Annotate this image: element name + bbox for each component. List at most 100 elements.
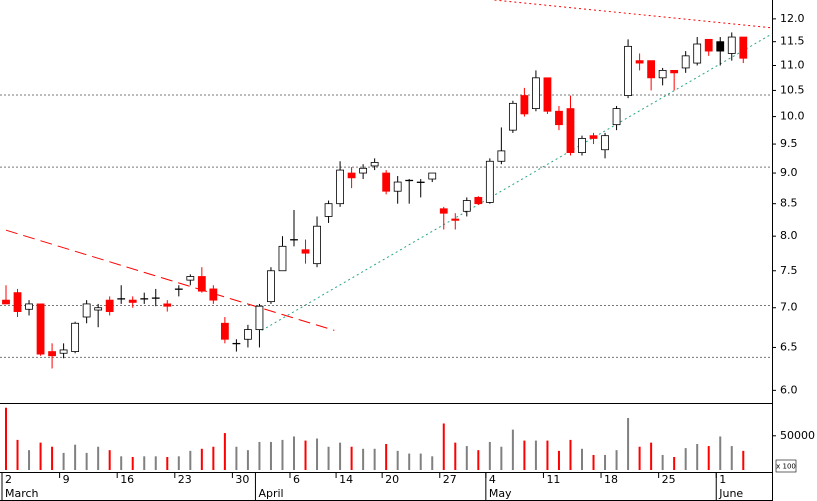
candle-body [716, 41, 725, 52]
volume-bar [396, 450, 399, 470]
candle-body [658, 69, 667, 79]
volume-bar [246, 450, 249, 470]
volume-bar [707, 446, 710, 470]
x-tick-label: 2 [5, 473, 12, 486]
volume-bar [85, 452, 88, 470]
volume-bar [51, 446, 54, 470]
volume-bar [673, 457, 676, 470]
candle-body [255, 305, 264, 331]
volume-bar [373, 448, 376, 470]
candle-body [278, 245, 287, 272]
x-tick-label: 4 [489, 473, 496, 486]
volume-bar [419, 453, 422, 470]
candle-body [13, 292, 22, 312]
volume-bar [316, 438, 319, 470]
candle-body [439, 208, 448, 214]
candle-body [462, 200, 471, 212]
volume-bar [534, 440, 537, 470]
volume-bar [557, 450, 560, 470]
month-label: June [718, 487, 743, 500]
candle-body [416, 181, 425, 183]
candle-body [174, 288, 183, 290]
candle-body [451, 218, 460, 221]
x-tick-label: 20 [385, 473, 399, 486]
x-tick-label: 14 [339, 473, 353, 486]
volume-bar [281, 439, 284, 470]
volume-bar [339, 442, 342, 470]
month-label: March [5, 487, 39, 500]
candle-body [727, 36, 736, 54]
volume-bar [350, 446, 353, 470]
candle-body [670, 69, 679, 74]
candle-body [82, 303, 91, 318]
volume-bar [615, 450, 618, 470]
volume-bar [730, 446, 733, 470]
volume-bar [442, 423, 445, 470]
candle-body [220, 322, 229, 340]
candle-body [336, 169, 344, 205]
candle-body [555, 110, 563, 126]
candle-body [485, 160, 494, 203]
candle-body [693, 43, 702, 64]
candle-body [267, 270, 275, 303]
volume-bar [200, 448, 203, 470]
candle-body [359, 167, 368, 174]
candle-body [704, 38, 713, 52]
volume-bar [684, 448, 687, 470]
x-tick-label: 6 [293, 473, 300, 486]
volume-bar [154, 456, 157, 470]
y-tick-label: 8.0 [780, 229, 798, 242]
candle-body [232, 342, 241, 345]
candle-body [25, 303, 33, 310]
y-tick-label: 6.0 [780, 383, 798, 396]
candle-body [313, 225, 321, 265]
candle-body [151, 297, 160, 299]
volume-bar [143, 456, 146, 470]
volume-bar [177, 456, 180, 470]
candle-body [543, 77, 552, 112]
x-tick-label: 1 [719, 473, 726, 486]
candle-body [624, 45, 632, 96]
candle-body [244, 329, 252, 340]
candle-body [508, 102, 517, 131]
candle-body [140, 298, 149, 300]
candle-body [578, 138, 586, 153]
x-tick-label: 9 [63, 473, 70, 486]
trend-line [5, 229, 335, 331]
candle-body [2, 299, 10, 305]
volume-bar [108, 450, 111, 470]
candle-body [301, 249, 310, 254]
volume-bar [269, 441, 272, 470]
candle-body [635, 60, 644, 64]
candle-body [739, 36, 748, 59]
volume-bar [74, 444, 77, 470]
volume-bar [581, 448, 583, 470]
candle-body [647, 60, 656, 79]
volume-bar [696, 444, 699, 470]
y-tick-label: 8.5 [780, 197, 798, 210]
y-tick-label: 7.0 [780, 301, 798, 314]
volume-bar [523, 440, 526, 470]
volume-bar [650, 442, 653, 470]
candle-body [59, 349, 68, 354]
candle-body [94, 307, 103, 311]
volume-unit: x 100 [776, 463, 796, 471]
candle-body [405, 179, 414, 182]
volume-bar [511, 429, 514, 470]
trend-line [261, 33, 773, 331]
candle-body [474, 197, 483, 205]
volume-bar [546, 440, 549, 470]
candle-body [290, 239, 298, 241]
candle-body [428, 172, 437, 180]
volume-bar [477, 450, 480, 470]
x-tick-label: 23 [178, 473, 192, 486]
volume-bar [742, 450, 745, 470]
candle-body [347, 172, 356, 179]
volume-bar [293, 436, 295, 470]
x-tick-label: 27 [443, 473, 457, 486]
volume-bar [431, 456, 434, 470]
x-tick-label: 11 [546, 473, 560, 486]
volume-bar [235, 446, 238, 470]
candle-body [566, 108, 575, 153]
